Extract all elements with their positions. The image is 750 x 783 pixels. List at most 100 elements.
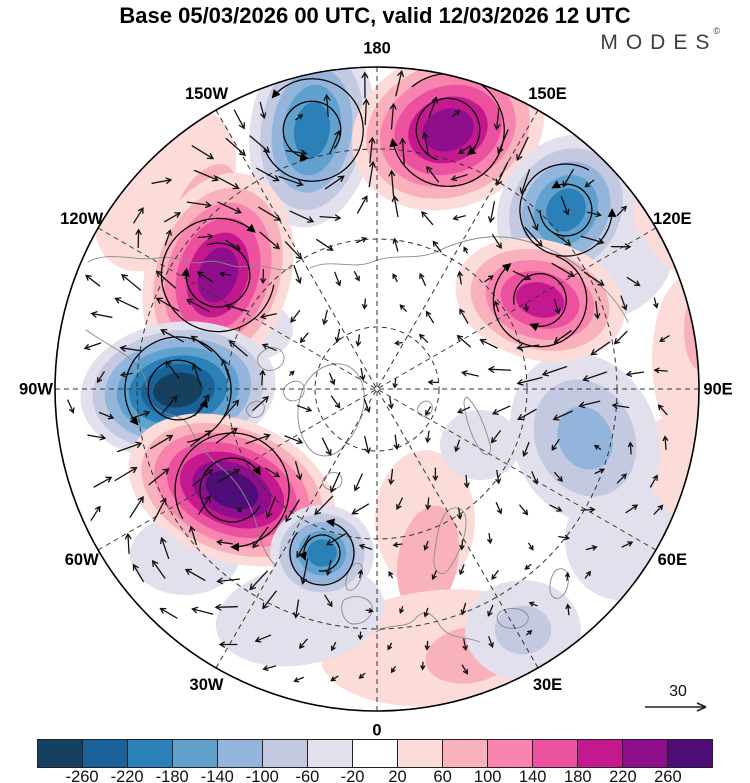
colorbar-tick-labels: -260 -220 -180 -140 -100 -60 -20 20 60 100 140 180 2… <box>37 768 713 783</box>
wind-arrow <box>495 161 509 186</box>
wind-arrow <box>392 273 398 283</box>
wind-arrow <box>451 110 461 118</box>
copyright-mark: © <box>713 26 720 36</box>
coastline-path <box>257 347 285 371</box>
wind-arrow <box>517 408 537 421</box>
colorbar-segment <box>173 740 218 767</box>
wind-arrow <box>425 310 435 324</box>
wind-arrow <box>662 435 669 450</box>
wind-arrow <box>390 666 396 674</box>
wind-arrow <box>252 526 269 549</box>
coastline-path <box>345 562 363 591</box>
coastline-path <box>245 400 265 418</box>
streamline-arc <box>539 180 593 237</box>
wind-arrow <box>98 411 115 420</box>
wind-arrow <box>523 303 529 312</box>
wind-arrow <box>357 631 363 641</box>
wind-arrow <box>245 433 271 445</box>
wind-arrow <box>161 395 178 414</box>
wind-arrow <box>553 330 572 344</box>
coastline-path <box>549 568 569 599</box>
meridian-label-90W: 90W <box>19 381 53 399</box>
wind-arrow <box>259 313 277 320</box>
meridian-labels: 180 150E 120E 90E 60E 30E 0 30W 60W 90W 120W 150W <box>19 40 733 739</box>
wind-arrow <box>155 270 177 289</box>
wind-arrow <box>487 366 511 373</box>
wind-arrow <box>365 608 374 614</box>
wind-arrow <box>225 137 246 156</box>
wind-arrow <box>293 599 300 619</box>
wind-arrow <box>116 441 143 453</box>
wind-arrow <box>454 439 461 453</box>
coastline-path <box>322 472 343 491</box>
wind-arrow <box>491 570 499 581</box>
wind-arrow <box>456 334 471 348</box>
wind-arrow <box>284 435 304 445</box>
colorbar-segment <box>128 740 173 767</box>
wind-arrow <box>357 569 364 579</box>
wind-arrow <box>462 638 468 652</box>
colorbar-tick-label: -100 <box>245 768 279 783</box>
wind-arrow <box>129 495 144 518</box>
wind-arrow <box>330 395 341 409</box>
anomaly-blob-siberia-high <box>455 237 625 363</box>
figure-title: Base 05/03/2026 00 UTC, valid 12/03/2026… <box>119 3 631 28</box>
coastline-path <box>463 396 491 455</box>
wind-arrow <box>262 590 277 610</box>
wind-arrow <box>653 297 659 309</box>
colorbar-tick-label: -220 <box>110 768 144 783</box>
wind-arrow <box>497 129 509 155</box>
wind-arrow <box>160 329 184 343</box>
wind-arrow <box>368 160 376 188</box>
wind-arrow <box>392 542 403 548</box>
wind-arrow <box>191 145 215 160</box>
coastline-path <box>375 612 481 643</box>
shading-wash <box>440 410 520 480</box>
wind-arrow <box>358 672 366 679</box>
colorbar-segment <box>623 740 668 767</box>
wind-arrow <box>491 405 511 415</box>
wind-arrow <box>361 71 369 99</box>
wind-arrow <box>395 70 404 97</box>
contour-level <box>153 372 203 408</box>
wind-arrow <box>421 211 434 226</box>
streamline-arc <box>513 273 567 332</box>
wind-arrow <box>512 270 532 281</box>
colorbar-tick-label: 220 <box>609 768 637 783</box>
wind-arrow <box>420 661 426 671</box>
wind-arrow <box>368 136 376 164</box>
streamline-arc <box>289 518 355 586</box>
wind-arrow <box>353 473 363 492</box>
meridian-label-60W: 60W <box>65 551 99 569</box>
modes-logo: MODES© <box>600 26 724 55</box>
wind-arrow <box>216 468 241 483</box>
wind-arrow <box>358 543 373 550</box>
wind-arrow <box>459 308 469 324</box>
wind-arrow <box>254 634 272 643</box>
contour-level <box>557 406 613 470</box>
wind-arrow <box>580 506 596 513</box>
wind-arrow <box>649 474 658 488</box>
wind-arrow <box>130 410 151 420</box>
wind-arrow <box>351 503 370 515</box>
wind-arrow <box>388 469 395 486</box>
wind-arrow <box>236 507 243 513</box>
wind-arrow <box>610 243 632 250</box>
wind-arrow <box>519 504 529 516</box>
wind-arrow <box>316 238 334 251</box>
streamline-arc <box>519 163 617 257</box>
wind-arrow <box>258 206 282 221</box>
wind-arrow <box>516 343 540 351</box>
colorbar-segment <box>443 740 488 767</box>
wind-arrow <box>330 675 339 682</box>
wind-arrow <box>487 532 493 545</box>
wind-arrow <box>516 376 543 386</box>
wind-arrow <box>362 98 370 126</box>
wind-arrow <box>164 212 182 223</box>
wind-arrow <box>491 234 502 249</box>
wind-arrow <box>324 175 345 190</box>
wind-arrow <box>391 195 399 218</box>
wind-arrow <box>399 137 407 165</box>
wind-arrow <box>321 437 332 456</box>
